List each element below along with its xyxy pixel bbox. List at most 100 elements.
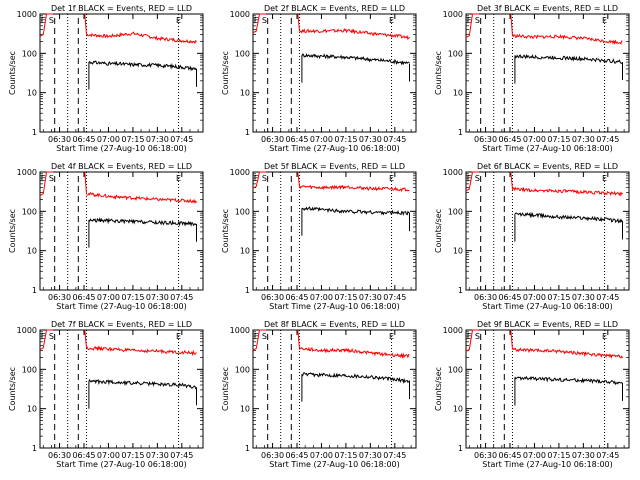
events-series-line bbox=[88, 378, 197, 390]
x-tick-label: 06:30 bbox=[48, 451, 71, 460]
x-tick-label: 07:00 bbox=[97, 135, 120, 144]
x-tick-label: 07:00 bbox=[310, 451, 333, 460]
x-tick-label: 06:30 bbox=[261, 293, 284, 302]
y-tick-label: 1000 bbox=[17, 10, 37, 19]
panel-title: Det 6f BLACK = Events, RED = LLD bbox=[477, 162, 618, 171]
y-tick-label: 10 bbox=[27, 247, 37, 256]
lld-series-line bbox=[299, 346, 410, 359]
x-tick-label: 07:00 bbox=[523, 135, 546, 144]
plot-frame bbox=[252, 329, 417, 449]
marker-label: E bbox=[41, 174, 46, 183]
x-tick-label: 06:30 bbox=[474, 293, 497, 302]
y-tick-label: 10 bbox=[27, 89, 37, 98]
x-tick-label: 07:30 bbox=[572, 451, 595, 460]
panel-title: Det 5f BLACK = Events, RED = LLD bbox=[264, 162, 405, 171]
y-tick-label: 1 bbox=[245, 286, 250, 295]
lld-series-drop bbox=[84, 329, 87, 348]
plot-frame bbox=[39, 171, 204, 291]
lld-series-drop bbox=[84, 171, 87, 194]
y-axis-label: Counts/sec bbox=[434, 51, 443, 95]
marker-label: E bbox=[389, 16, 394, 25]
y-tick-label: 100 bbox=[22, 365, 37, 374]
panel-det-1: Det 1f BLACK = Events, RED = LLD 1 10 100 10… bbox=[8, 4, 204, 153]
panel-det-3: Det 3f BLACK = Events, RED = LLD 1 10 100 10… bbox=[434, 4, 630, 153]
panel-title: Det 4f BLACK = Events, RED = LLD bbox=[51, 162, 192, 171]
events-series-line bbox=[301, 372, 410, 385]
x-tick-label: 07:15 bbox=[121, 293, 144, 302]
x-axis-label: Start Time (27-Aug-10 06:18:00) bbox=[56, 460, 187, 469]
panel-title: Det 8f BLACK = Events, RED = LLD bbox=[264, 320, 405, 329]
y-axis-label: Counts/sec bbox=[221, 367, 230, 411]
x-tick-label: 07:00 bbox=[523, 451, 546, 460]
y-axis-label: Counts/sec bbox=[8, 367, 17, 411]
plot-frame bbox=[39, 13, 204, 133]
x-tick-label: 06:30 bbox=[48, 135, 71, 144]
marker-label: E bbox=[467, 16, 472, 25]
y-tick-label: 100 bbox=[235, 365, 250, 374]
lld-series-drop bbox=[297, 13, 300, 32]
x-tick-label: 06:45 bbox=[498, 293, 521, 302]
x-tick-label: 07:45 bbox=[170, 451, 193, 460]
plot-frame bbox=[252, 171, 417, 291]
events-series-line bbox=[514, 375, 623, 386]
x-tick-label: 07:45 bbox=[383, 135, 406, 144]
x-tick-label: 07:45 bbox=[596, 293, 619, 302]
y-tick-label: 1000 bbox=[443, 168, 463, 177]
y-tick-label: 1 bbox=[245, 128, 250, 137]
y-tick-label: 1000 bbox=[17, 326, 37, 335]
x-tick-label: 06:45 bbox=[72, 293, 95, 302]
x-tick-label: 07:30 bbox=[146, 451, 169, 460]
marker-label: E bbox=[254, 16, 259, 25]
lld-series-drop bbox=[297, 171, 300, 187]
marker-label: E bbox=[41, 16, 46, 25]
marker-label: E bbox=[254, 174, 259, 183]
panel-det-5: Det 5f BLACK = Events, RED = LLD 1 10 100 10… bbox=[221, 162, 417, 311]
x-axis-label: Start Time (27-Aug-10 06:18:00) bbox=[269, 460, 400, 469]
lld-series-line bbox=[86, 31, 197, 45]
lld-series-drop bbox=[297, 329, 300, 349]
marker-label: E bbox=[467, 332, 472, 341]
x-tick-label: 07:15 bbox=[334, 293, 357, 302]
y-tick-label: 100 bbox=[448, 207, 463, 216]
panel-det-7: Det 7f BLACK = Events, RED = LLD 1 10 100 10… bbox=[8, 320, 204, 469]
x-tick-label: 06:45 bbox=[72, 451, 95, 460]
x-tick-label: 06:45 bbox=[285, 135, 308, 144]
panel-title: Det 1f BLACK = Events, RED = LLD bbox=[51, 4, 192, 13]
marker-label: E bbox=[602, 16, 607, 25]
y-axis-label: Counts/sec bbox=[434, 367, 443, 411]
events-series-line bbox=[88, 60, 197, 72]
x-tick-label: 07:15 bbox=[121, 451, 144, 460]
x-tick-label: 07:15 bbox=[334, 451, 357, 460]
lld-series-line bbox=[512, 33, 623, 45]
x-tick-label: 06:30 bbox=[261, 135, 284, 144]
y-tick-label: 10 bbox=[453, 405, 463, 414]
x-tick-label: 06:45 bbox=[498, 451, 521, 460]
lld-series-line bbox=[512, 347, 623, 359]
marker-label: S bbox=[49, 332, 54, 341]
marker-label: E bbox=[389, 332, 394, 341]
y-tick-label: 10 bbox=[240, 247, 250, 256]
y-axis-label: Counts/sec bbox=[221, 51, 230, 95]
plot-frame bbox=[465, 329, 630, 449]
marker-label: S bbox=[262, 332, 267, 341]
lld-series-pre bbox=[465, 329, 479, 352]
x-tick-label: 06:45 bbox=[498, 135, 521, 144]
y-tick-label: 1000 bbox=[443, 326, 463, 335]
x-tick-label: 07:45 bbox=[596, 135, 619, 144]
marker-label: E bbox=[389, 174, 394, 183]
x-tick-label: 07:00 bbox=[97, 451, 120, 460]
x-tick-label: 07:00 bbox=[310, 293, 333, 302]
x-tick-label: 07:45 bbox=[170, 135, 193, 144]
lld-series-pre bbox=[465, 171, 479, 192]
events-series-line bbox=[301, 206, 410, 216]
marker-label: E bbox=[254, 332, 259, 341]
x-tick-label: 07:45 bbox=[596, 451, 619, 460]
panel-title: Det 9f BLACK = Events, RED = LLD bbox=[477, 320, 618, 329]
lld-series-line bbox=[299, 28, 410, 41]
lld-series-pre bbox=[39, 329, 53, 351]
marker-label: E bbox=[176, 332, 181, 341]
lld-series-line bbox=[299, 184, 410, 193]
x-tick-label: 06:30 bbox=[48, 293, 71, 302]
marker-label: S bbox=[475, 16, 480, 25]
